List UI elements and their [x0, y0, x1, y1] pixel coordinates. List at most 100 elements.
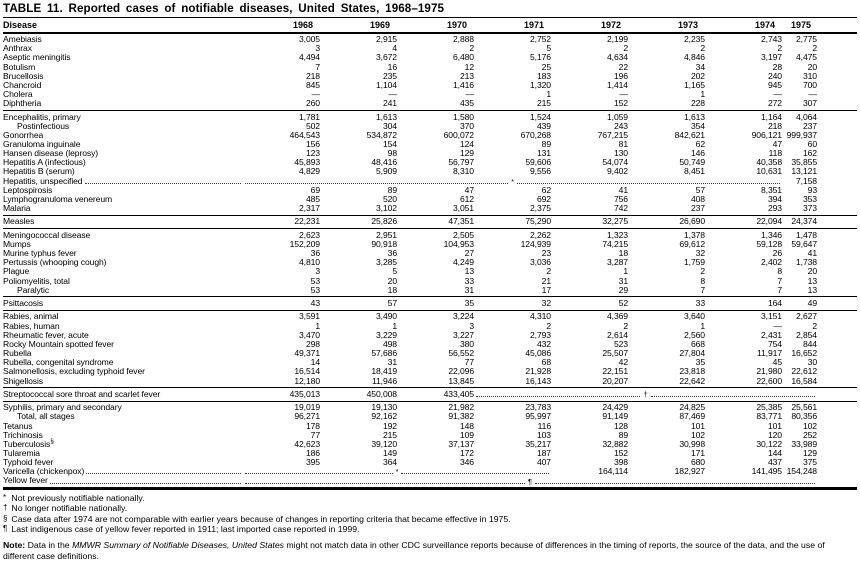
case-count-cell: 218 — [305, 70, 320, 81]
disease-cell: Gonorrhea — [3, 130, 243, 140]
table-row: Aseptic meningitis 4,494 3,672 6,480 5,176 4,… — [3, 53, 857, 62]
column-header-1972: 1972 — [600, 20, 621, 30]
dotted-leader — [245, 182, 509, 184]
footnotes: * Not previously notifiable nationally. … — [3, 490, 857, 534]
disease-name: Streptococcal sore throat and scarlet fe… — [3, 388, 161, 399]
case-count-cell: 29 — [618, 284, 628, 295]
case-count-cell: 12,180 — [294, 375, 320, 386]
column-header-1971: 1971 — [523, 20, 544, 30]
dotted-leader — [49, 482, 241, 484]
leader-cell: † — [474, 388, 857, 401]
case-count-cell: 45,893 — [294, 157, 320, 168]
case-count-cell: 24,374 — [791, 216, 817, 227]
table-row: Shigellosis 12,180 11,946 13,845 16,143 20,20… — [3, 375, 857, 388]
case-count-cell: 7 — [700, 284, 705, 295]
case-count-cell: 1,378 — [683, 229, 705, 240]
case-count-cell: 2 — [700, 266, 705, 277]
disease-cell: Rabies, human — [3, 321, 243, 331]
case-count-cell: 3,490 — [375, 311, 397, 322]
case-count-cell: 53 — [310, 284, 320, 295]
disease-group: Amebiasis 3,005 2,915 2,888 2,752 2,199 2,235 2… — [3, 33, 857, 111]
disease-group: Meningococcal disease 2,623 2,951 2,505 2,26… — [3, 228, 857, 297]
case-count-cell: 77 — [464, 357, 474, 368]
case-count-cell: 43 — [310, 298, 320, 309]
case-count-cell: 612 — [459, 193, 474, 204]
case-count-cell: 47,351 — [448, 216, 474, 227]
case-count-cell: 1,414 — [606, 79, 628, 90]
case-count-cell: 394 — [767, 193, 782, 204]
case-count-cell: 7 — [315, 61, 320, 72]
case-count-cell: 2,752 — [529, 34, 551, 45]
disease-cell: Rubella, congenital syndrome — [3, 358, 243, 367]
disease-name: Meningococcal disease — [3, 229, 91, 240]
footnote-text: Last indigenous case of yellow fever rep… — [11, 523, 360, 534]
disease-name: Rocky Mountain spotted fever — [3, 338, 114, 349]
disease-name: Botulism — [3, 61, 36, 72]
case-count-cell: 260 — [305, 98, 320, 109]
table-row: Rabies, human 1 1 3 2 2 1 — 2 — [3, 320, 857, 331]
case-count-cell: 498 — [382, 338, 397, 349]
table-row: Syphilis, primary and secondary 19,019 19,… — [3, 401, 857, 412]
case-count-cell: 123 — [305, 148, 320, 159]
case-count-cell: 13 — [807, 275, 817, 286]
case-count-cell: 144 — [767, 447, 782, 458]
case-count-cell: 7 — [777, 275, 782, 286]
table-row: Diphtheria 260 241 435 215 152 228 272 307 — [3, 99, 857, 110]
disease-cell: Tularemia — [3, 448, 243, 458]
disease-name: Trichinosis — [3, 429, 43, 440]
case-count-cell: 2,627 — [795, 311, 817, 322]
note-text-pre: Data in the — [25, 540, 73, 550]
case-count-cell: 2,199 — [606, 34, 628, 45]
disease-name: Leptospirosis — [3, 184, 53, 195]
table-row: Total, all stages 96,271 92,162 91,382 95,99… — [3, 412, 857, 421]
case-count-cell: 146 — [690, 148, 705, 159]
case-count-cell: 2 — [546, 266, 551, 277]
footnote-marker: ¶ — [3, 523, 8, 533]
column-header-1970: 1970 — [446, 20, 467, 30]
disease-cell: Psittacosis — [3, 297, 243, 310]
case-count-cell: 41 — [807, 248, 817, 259]
case-count-cell: 1,738 — [795, 257, 817, 268]
table-row: Rubella, congenital syndrome 14 31 77 68 42 35… — [3, 358, 857, 367]
column-header-1975: 1975 — [790, 20, 811, 30]
case-count-cell: 22,094 — [756, 216, 782, 227]
disease-cell: Shigellosis — [3, 375, 243, 388]
table-row: Pertussis (whooping cough) 4,810 3,285 4,24… — [3, 258, 857, 267]
footnote-marker: ¶ — [528, 476, 532, 486]
case-count-cell: 4,829 — [298, 166, 320, 177]
case-count-cell: 2 — [546, 320, 551, 331]
disease-cell: Poliomyelitis, total — [3, 276, 243, 286]
disease-cell: Typhoid fever — [3, 458, 243, 467]
case-count-cell: 437 — [767, 457, 782, 468]
case-count-cell: — — [808, 89, 818, 100]
case-count-cell: 844 — [802, 338, 817, 349]
case-count-cell: 370 — [459, 120, 474, 131]
column-header-disease: Disease — [3, 20, 38, 30]
case-count-cell: 2,775 — [795, 34, 817, 45]
disease-cell: Cholera — [3, 89, 243, 99]
case-count-cell: 4,846 — [683, 52, 705, 63]
case-count-cell: 102 — [690, 429, 705, 440]
table-row: Rabies, animal 3,591 3,490 3,224 4,310 4,369 3… — [3, 310, 857, 321]
case-count-cell: 16,584 — [791, 375, 817, 386]
case-count-cell: 69,612 — [679, 238, 705, 249]
disease-name: Shigellosis — [3, 375, 43, 386]
footnote: † No longer notifiable nationally. — [3, 503, 857, 513]
case-count-cell: 2,505 — [452, 229, 474, 240]
case-count-cell: 83,771 — [756, 411, 782, 422]
case-count-cell: 23 — [541, 248, 551, 259]
case-count-cell: 2 — [623, 320, 628, 331]
disease-cell: Paralytic — [3, 285, 243, 297]
case-count-cell: 235 — [382, 70, 397, 81]
case-count-cell: 215 — [536, 98, 551, 109]
case-count-cell: 3,287 — [606, 257, 628, 268]
case-count-cell: 18 — [618, 248, 628, 259]
case-count-cell: — — [773, 320, 783, 331]
case-count-cell: — — [465, 89, 475, 100]
case-count-cell: 74,215 — [602, 238, 628, 249]
case-count-cell: 45,086 — [525, 348, 551, 359]
disease-cell: Rabies, animal — [3, 310, 243, 321]
case-count-cell: 21,982 — [448, 402, 474, 413]
case-count-cell: 129 — [459, 148, 474, 159]
case-count-cell: 31 — [618, 275, 628, 286]
